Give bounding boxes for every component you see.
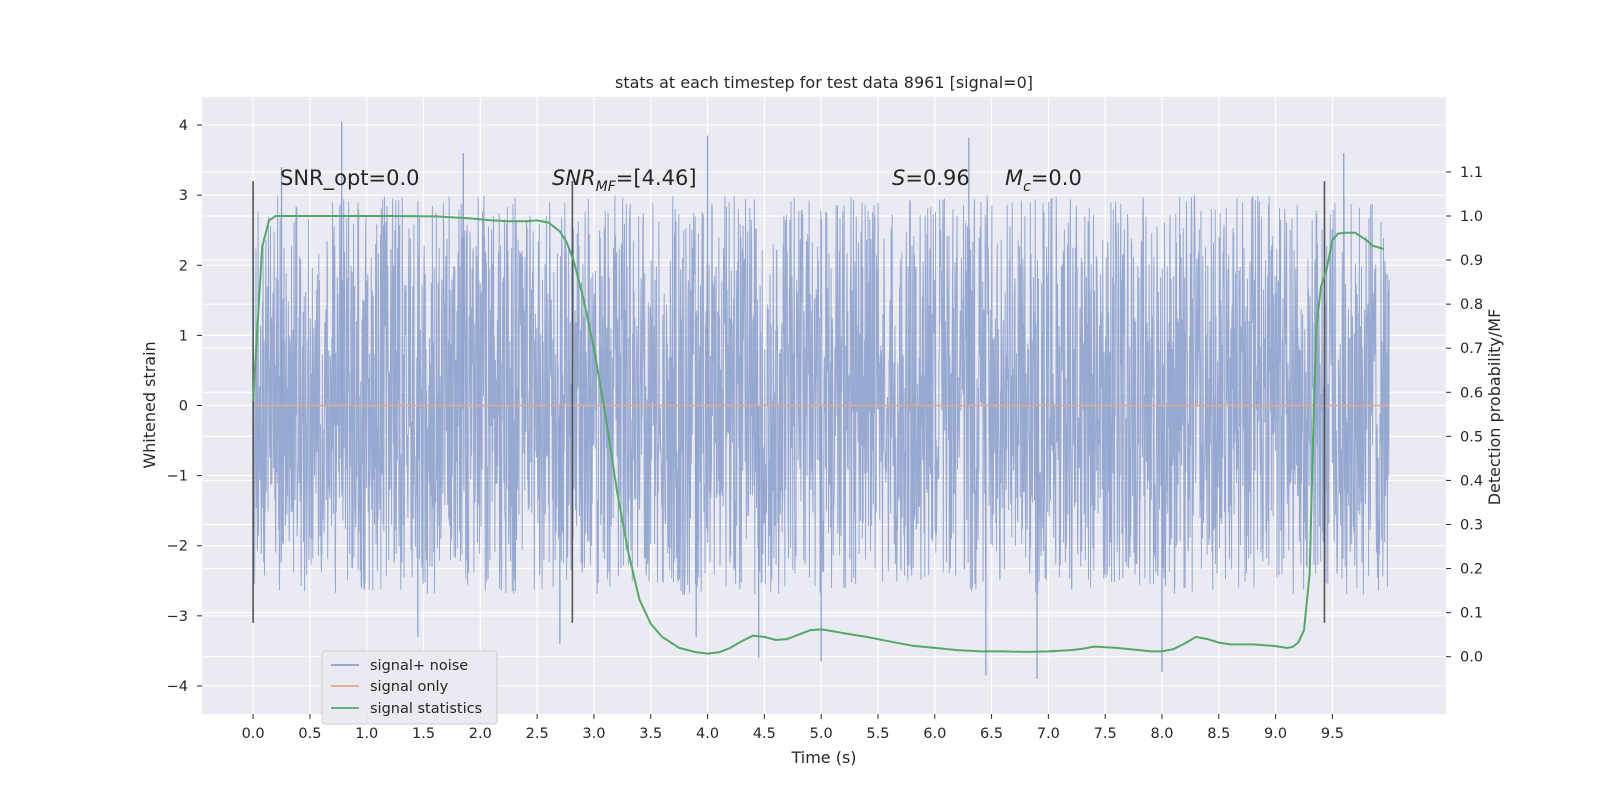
- x-tick-label: 2.5: [526, 726, 549, 742]
- x-tick-label: 0.5: [298, 726, 321, 742]
- y-tick-label: −4: [167, 679, 188, 695]
- y-tick-label: 4: [179, 118, 188, 134]
- signal-statistics-series: [252, 215, 1384, 655]
- y-tick-label: 1: [179, 328, 188, 344]
- signal-plus-noise-series: [252, 121, 1390, 679]
- y2-axis-label: Detection probability/MF: [1485, 309, 1504, 506]
- legend-label-signal-noise: signal+ noise: [370, 658, 468, 674]
- x-tick-label: 5.0: [810, 726, 833, 742]
- noise-trace: [252, 195, 1390, 595]
- legend: signal+ noise signal only signal statist…: [321, 650, 498, 725]
- y2-tick-label: 0.7: [1460, 341, 1483, 357]
- x-tick-label: 7.0: [1037, 726, 1060, 742]
- x-tick-label: 0.0: [242, 726, 265, 742]
- x-tick-label: 6.5: [980, 726, 1003, 742]
- x-tick-label: 6.0: [923, 726, 946, 742]
- y2-tick-label: 0.6: [1460, 385, 1483, 401]
- x-tick-label: 3.5: [639, 726, 662, 742]
- x-tick-label: 4.0: [696, 726, 719, 742]
- x-tick-label: 3.0: [582, 726, 605, 742]
- y2-tick-label: 1.0: [1460, 209, 1483, 225]
- x-tick-label: 8.0: [1150, 726, 1173, 742]
- y2-tick-label: 0.9: [1460, 253, 1483, 269]
- annotations: SNR_opt=0.0 SNRMF=[4.46] S=0.96 Mc=0.0: [280, 166, 1082, 195]
- y-tick-label: 2: [179, 258, 188, 274]
- legend-box: [321, 650, 498, 725]
- x-tick-label: 9.0: [1264, 726, 1287, 742]
- y-tick-label: −3: [167, 609, 188, 625]
- annotation-snr-opt: SNR_opt=0.0: [280, 166, 420, 191]
- x-tick-label: 5.5: [866, 726, 889, 742]
- signal-statistics-line: [252, 215, 1384, 655]
- annotation-mc: Mc=0.0: [1005, 166, 1082, 195]
- x-tick-label: 7.5: [1094, 726, 1117, 742]
- y2-tick-label: 0.0: [1460, 650, 1483, 666]
- y2-tick-label: 0.3: [1460, 517, 1483, 533]
- y2-tick-label: 0.5: [1460, 429, 1483, 445]
- chart-title: stats at each timestep for test data 896…: [615, 73, 1033, 92]
- y-tick-label: 3: [179, 188, 188, 204]
- x-tick-label: 2.0: [469, 726, 492, 742]
- y2-tick-label: 0.2: [1460, 562, 1483, 578]
- x-axis: 0.0 0.5 1.0 1.5 2.0 2.5 3.0 3.5 4.0 4.5 5.0 5.5 6.0 6…: [242, 714, 1344, 742]
- y-tick-label: −2: [167, 539, 188, 555]
- y-axis-label: Whitened strain: [140, 341, 159, 468]
- x-tick-label: 1.0: [355, 726, 378, 742]
- x-tick-label: 9.5: [1321, 726, 1344, 742]
- legend-label-signal-statistics: signal statistics: [370, 701, 482, 717]
- annotation-snr-mf: SNRMF=[4.46]: [552, 166, 697, 195]
- y2-tick-label: 0.8: [1460, 297, 1483, 313]
- y-tick-label: 0: [179, 399, 188, 415]
- y2-tick-label: 1.1: [1460, 165, 1483, 181]
- x-tick-label: 4.5: [753, 726, 776, 742]
- annotation-s: S=0.96: [892, 166, 970, 190]
- x-tick-label: 8.5: [1207, 726, 1230, 742]
- x-tick-label: 1.5: [412, 726, 435, 742]
- y-axis: 4 3 2 1 0 −1 −2 −3 −4: [167, 118, 202, 695]
- y2-tick-label: 0.1: [1460, 606, 1483, 622]
- x-axis-label: Time (s): [790, 748, 856, 767]
- legend-label-signal-only: signal only: [370, 679, 449, 695]
- y2-tick-label: 0.4: [1460, 473, 1483, 489]
- y-tick-label: −1: [167, 469, 188, 485]
- y2-axis: 1.1 1.0 0.9 0.8 0.7 0.6 0.5 0.4 0.3 0.2 0.1 0.0: [1446, 165, 1483, 666]
